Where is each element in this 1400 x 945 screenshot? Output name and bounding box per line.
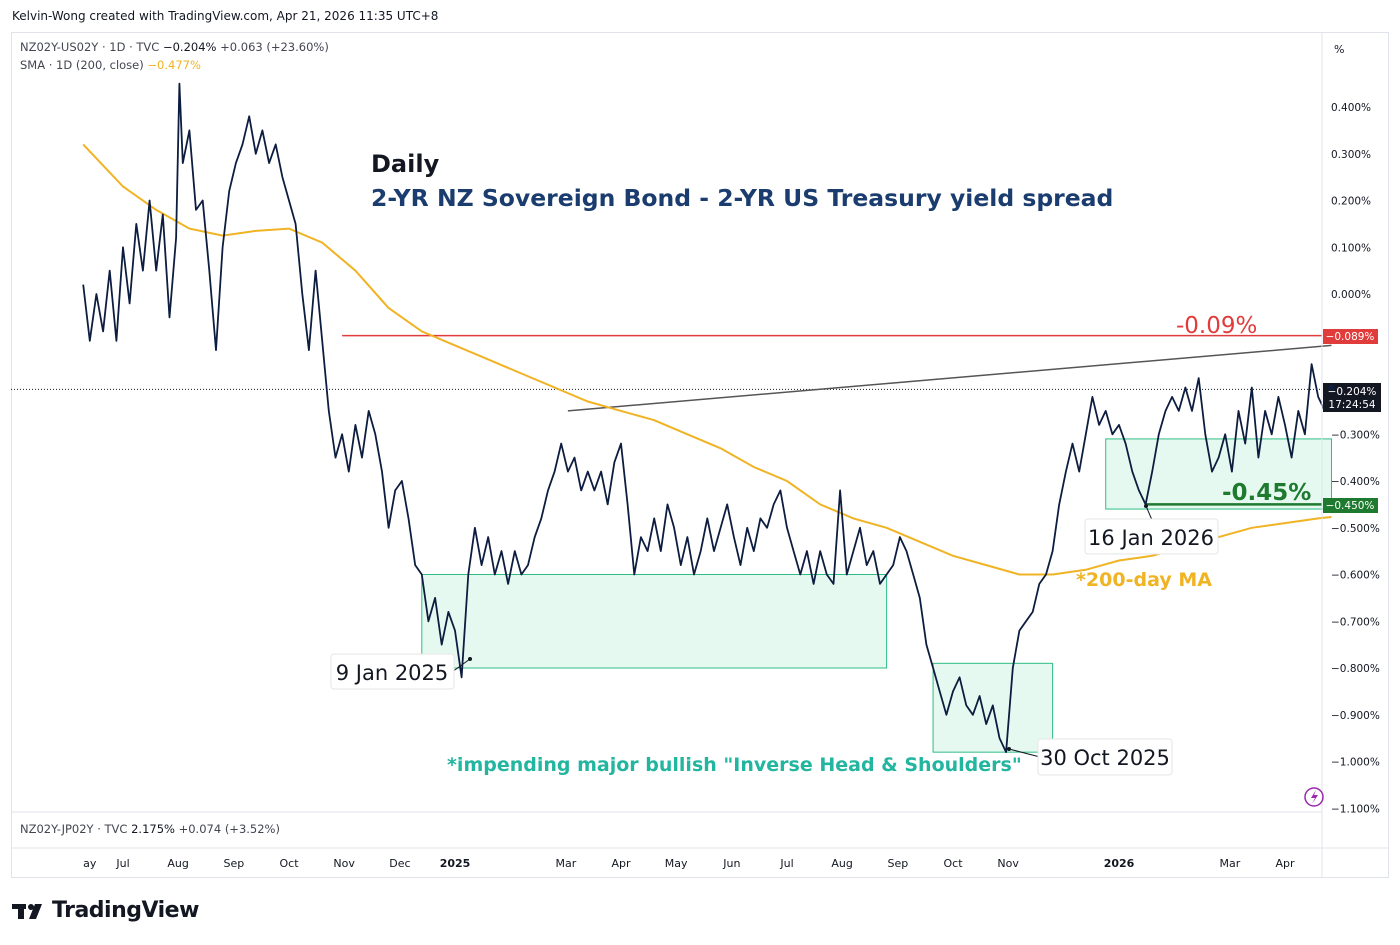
chart-subtitle: 2-YR NZ Sovereign Bond - 2-YR US Treasur… [371, 184, 1113, 212]
zone-3[interactable] [1105, 438, 1332, 510]
callout-oct-2025[interactable]: 30 Oct 2025 [1007, 738, 1173, 776]
tradingview-logo-text: TradingView [52, 898, 199, 923]
resistance-badge-text: −0.089% [1326, 331, 1375, 343]
lower-pane-legend[interactable]: NZ02Y-JP02Y · TVC 2.175% +0.074 (+3.52%) [20, 822, 280, 836]
price-tick-label: −0.900% [1331, 710, 1380, 722]
time-tick-label: May [665, 857, 688, 870]
sma-legend-value: −0.477% [147, 58, 201, 72]
neckline-trendline[interactable] [567, 344, 1332, 412]
price-tick-label: 0.200% [1331, 196, 1371, 208]
zone-1[interactable] [421, 574, 888, 669]
price-tick-label: −1.100% [1331, 803, 1380, 815]
time-tick-label: Sep [224, 857, 245, 870]
price-tick-label: 0.100% [1331, 242, 1371, 254]
price-tick-label: 0.400% [1331, 102, 1371, 114]
tradingview-logo-icon [12, 903, 42, 919]
time-tick-label: Sep [888, 857, 909, 870]
sma-legend-label[interactable]: SMA · 1D (200, close) [20, 58, 144, 72]
callout-oct-2025-text: 30 Oct 2025 [1040, 746, 1170, 770]
time-tick-label: Aug [167, 857, 188, 870]
author-credit: Kelvin-Wong created with TradingView.com… [12, 9, 439, 23]
time-tick-label: Nov [333, 857, 355, 870]
spread-price-line[interactable] [82, 82, 1333, 753]
price-tick-label: −0.600% [1331, 570, 1380, 582]
pattern-note: *impending major bullish "Inverse Head &… [447, 754, 1022, 776]
time-tick-label: ay [83, 857, 97, 870]
time-tick-label: Jul [779, 857, 793, 870]
legend-symbol[interactable]: NZ02Y-US02Y · 1D · TVC [20, 40, 160, 54]
time-tick-label: Oct [943, 857, 963, 870]
legend-change: +0.063 (+23.60%) [220, 40, 329, 54]
time-axis-ticks: ay Jul Aug Sep Oct Nov Dec 2025 Mar Apr May Jun Jul A… [83, 857, 1295, 870]
time-tick-label: Jun [722, 857, 740, 870]
support-label: -0.45% [1222, 480, 1311, 506]
lightning-icon[interactable] [1304, 787, 1324, 807]
time-tick-label: Mar [556, 857, 577, 870]
sma-200-line[interactable] [82, 143, 1332, 576]
tradingview-logo[interactable]: TradingView [12, 898, 199, 923]
support-badge-text: −0.450% [1326, 500, 1375, 512]
price-tick-label: 0.000% [1331, 289, 1371, 301]
time-tick-label: Nov [997, 857, 1019, 870]
support-badge: −0.450% [1323, 498, 1378, 513]
time-tick-label: Dec [389, 857, 410, 870]
ma-label: *200-day MA [1076, 569, 1212, 591]
lower-pane-symbol[interactable]: NZ02Y-JP02Y · TVC [20, 822, 128, 836]
price-tick-label: −0.500% [1331, 523, 1380, 535]
callout-jan-2026[interactable]: 16 Jan 2026 [1084, 504, 1219, 555]
last-point-marker [1328, 384, 1335, 391]
time-tick-label: Jul [115, 857, 129, 870]
price-tick-label: −0.400% [1331, 476, 1380, 488]
resistance-label: -0.09% [1176, 313, 1257, 339]
price-tick-label: −0.300% [1331, 429, 1380, 441]
legend-last-value: −0.204% [162, 40, 217, 54]
last-price-badge: −0.204% 17:24:54 [1323, 383, 1381, 412]
price-tick-label: 0.300% [1331, 149, 1371, 161]
sma-legend[interactable]: SMA · 1D (200, close) −0.477% [20, 58, 201, 72]
time-tick-label: 2025 [440, 857, 471, 870]
time-tick-label: Apr [1275, 857, 1295, 870]
price-axis-unit[interactable]: % [1334, 43, 1344, 56]
resistance-badge: −0.089% [1323, 329, 1378, 344]
callout-jan-2026-text: 16 Jan 2026 [1088, 526, 1214, 550]
price-tick-label: −0.700% [1331, 616, 1380, 628]
price-axis-ticks: 0.400% 0.300% 0.200% 0.100% 0.000% −0.300% −0.… [1331, 102, 1380, 815]
time-tick-label: Mar [1220, 857, 1241, 870]
main-legend[interactable]: NZ02Y-US02Y · 1D · TVC −0.204% +0.063 (+… [20, 40, 329, 54]
callout-jan-2025[interactable]: 9 Jan 2025 [330, 653, 472, 690]
time-tick-label: Oct [279, 857, 299, 870]
callout-jan-2025-text: 9 Jan 2025 [336, 661, 449, 685]
chart-frame [11, 32, 1389, 878]
time-tick-label: Apr [611, 857, 631, 870]
time-tick-label: 2026 [1104, 857, 1135, 870]
countdown-badge-text: 17:24:54 [1328, 399, 1375, 411]
time-tick-label: Aug [831, 857, 852, 870]
price-tick-label: −1.000% [1331, 757, 1380, 769]
lower-pane-value: 2.175% [131, 822, 175, 836]
price-tick-label: −0.800% [1331, 663, 1380, 675]
last-price-badge-text: −0.204% [1328, 386, 1377, 398]
highlight-zones [421, 438, 1332, 753]
chart-title: Daily [371, 150, 440, 178]
lower-pane-change: +0.074 (+3.52%) [178, 822, 280, 836]
